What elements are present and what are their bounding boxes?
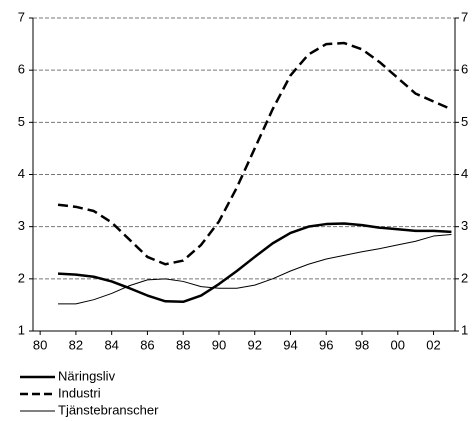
y2-tick-label: 4 bbox=[461, 166, 468, 181]
x-tick-label: 96 bbox=[319, 337, 333, 352]
series-line bbox=[57, 41, 452, 266]
y2-tick-label: 5 bbox=[461, 114, 468, 129]
x-tick-label: 90 bbox=[212, 337, 226, 352]
y-tick-label: 2 bbox=[18, 270, 25, 285]
x-tick-label: 86 bbox=[140, 337, 154, 352]
x-tick-label: 84 bbox=[104, 337, 118, 352]
series-line bbox=[57, 222, 452, 304]
y-tick-label: 6 bbox=[18, 62, 25, 77]
y2-tick-label: 7 bbox=[461, 9, 468, 24]
series-line bbox=[58, 233, 452, 305]
x-tick-label: 88 bbox=[176, 337, 190, 352]
x-tick-label: 98 bbox=[355, 337, 369, 352]
y2-tick-label: 1 bbox=[461, 322, 468, 337]
x-tick-label: 92 bbox=[247, 337, 261, 352]
x-tick-label: 02 bbox=[426, 337, 440, 352]
legend-label: Tjänstebranscher bbox=[58, 402, 159, 417]
y-tick-label: 3 bbox=[18, 218, 25, 233]
y2-tick-label: 2 bbox=[461, 270, 468, 285]
y2-tick-label: 6 bbox=[461, 62, 468, 77]
y2-tick-label: 3 bbox=[461, 218, 468, 233]
x-tick-label: 82 bbox=[69, 337, 83, 352]
y-tick-label: 5 bbox=[18, 114, 25, 129]
legend-label: Industri bbox=[58, 385, 101, 400]
y-tick-label: 7 bbox=[18, 9, 25, 24]
y-tick-label: 1 bbox=[18, 322, 25, 337]
y-tick-label: 4 bbox=[18, 166, 25, 181]
x-tick-label: 94 bbox=[283, 337, 297, 352]
x-tick-label: 80 bbox=[33, 337, 47, 352]
legend-label: Näringsliv bbox=[58, 368, 116, 383]
x-tick-label: 00 bbox=[391, 337, 405, 352]
